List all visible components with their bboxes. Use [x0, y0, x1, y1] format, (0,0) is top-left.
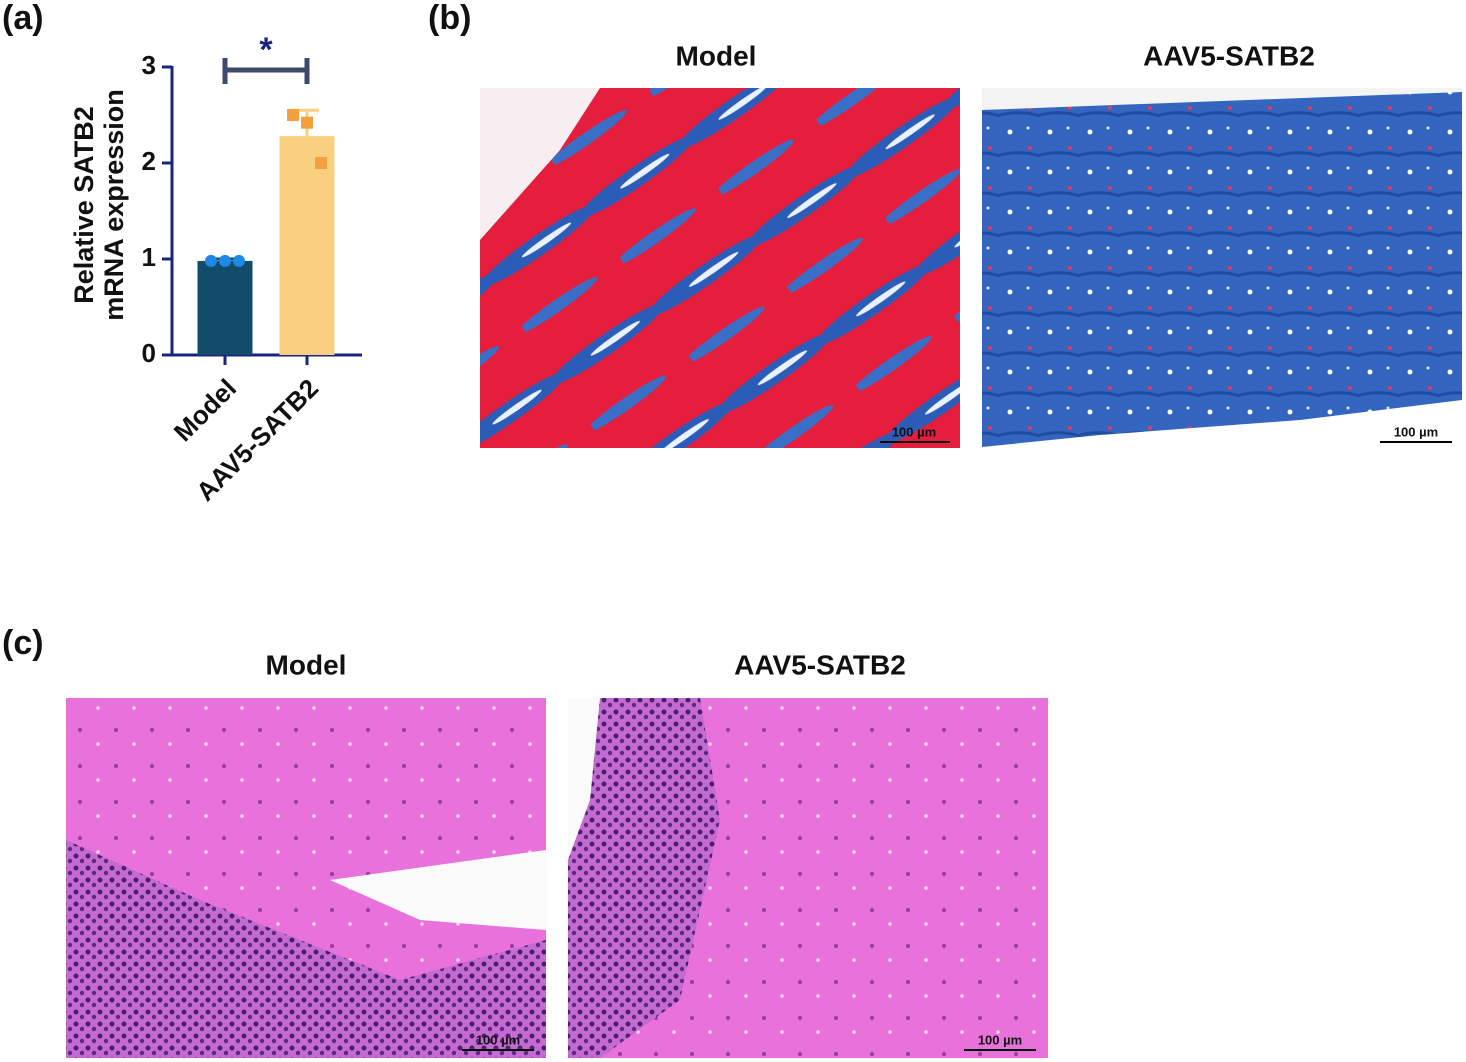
y-tick-label: 3	[142, 50, 156, 80]
histology-image	[982, 88, 1462, 447]
image-title: AAV5-SATB2	[1143, 40, 1315, 71]
bar	[197, 260, 253, 355]
scale-bar-label: 100 µm	[476, 1032, 520, 1047]
y-tick-label: 2	[142, 146, 156, 176]
y-axis-label: mRNA expression	[99, 89, 129, 321]
data-point	[205, 254, 217, 267]
x-tick-label: Model	[168, 373, 242, 447]
data-point	[233, 254, 245, 267]
bar	[279, 136, 335, 355]
histology-image	[480, 88, 960, 448]
data-point	[287, 109, 299, 121]
histology-image	[568, 698, 1048, 1058]
image-title: AAV5-SATB2	[734, 649, 906, 680]
y-axis-label: Relative SATB2	[69, 106, 99, 304]
data-point	[315, 157, 327, 169]
scale-bar-label: 100 µm	[1394, 424, 1438, 439]
data-point	[219, 254, 231, 267]
image-title: Model	[676, 40, 757, 71]
y-tick-label: 1	[142, 242, 156, 272]
histology-image	[66, 698, 546, 1058]
y-tick-label: 0	[142, 338, 156, 368]
panel-label: (c)	[2, 624, 44, 662]
data-point	[301, 116, 313, 129]
scale-bar-label: 100 µm	[892, 424, 936, 439]
panel-label: (a)	[2, 0, 44, 37]
panel-label: (b)	[428, 0, 471, 37]
image-title: Model	[266, 649, 347, 680]
significance-mark: *	[259, 31, 273, 69]
scale-bar-label: 100 µm	[978, 1032, 1022, 1047]
